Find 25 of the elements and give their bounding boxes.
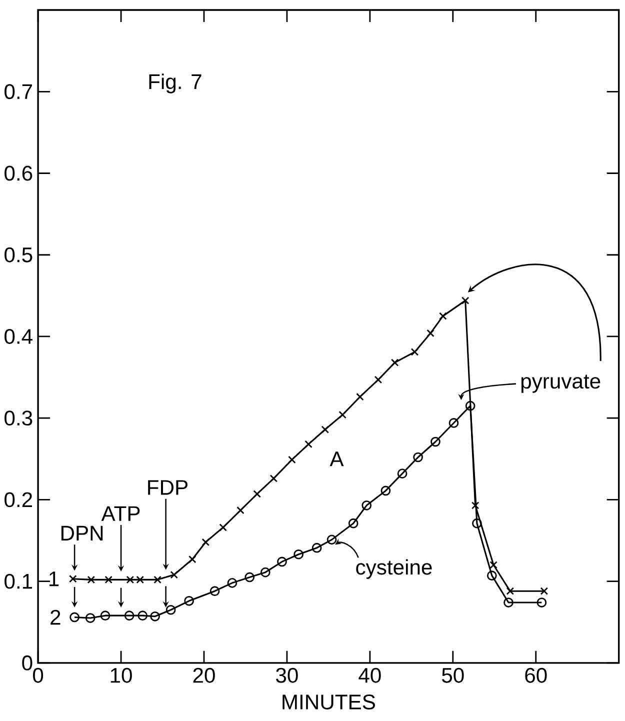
x-tick-label: 30 [276,668,298,683]
legend-label: 2 [50,610,60,625]
annotation: cysteine [356,559,432,579]
annotation: DPN [62,526,103,540]
x-tick-label: 20 [193,668,215,683]
y-tick-label: 0 [22,655,32,670]
y-tick-label: 0.7 [4,84,32,100]
annotation: Fig. 7 [149,74,202,94]
annotation: FDP [148,480,188,495]
y-tick-label: 0.3 [4,410,32,426]
y-tick-label: 0.1 [4,574,32,589]
y-tick-label: 0.2 [4,492,32,508]
x-tick-label: 40 [358,668,381,683]
y-tick-label: 0.5 [4,247,32,262]
x-tick-label: 10 [110,668,132,683]
legend-label: 1 [50,572,59,586]
x-tick-label: 60 [525,668,547,683]
x-tick-label: 0 [33,668,44,683]
annotation: A [330,452,344,466]
x-tick-label: 50 [442,668,464,683]
annotation: pyruvate [522,374,600,393]
y-tick-label: 0.6 [4,166,32,181]
x-axis-title: MINUTES [282,694,376,710]
y-tick-label: 0.4 [4,328,33,344]
annotation: ATP [101,506,140,521]
